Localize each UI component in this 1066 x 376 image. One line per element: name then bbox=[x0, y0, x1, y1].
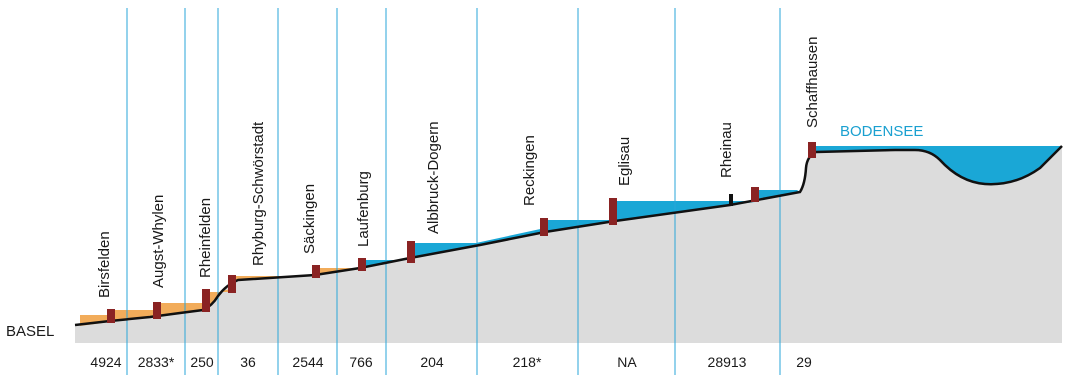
ground-area bbox=[75, 146, 1062, 343]
value-label: 29 bbox=[796, 354, 812, 370]
dam-saeckingen bbox=[312, 265, 320, 278]
dam-schaffhausen bbox=[808, 142, 816, 158]
blue-reservoir bbox=[612, 201, 730, 221]
station-label: Säckingen bbox=[301, 184, 318, 254]
dams bbox=[107, 142, 816, 323]
station-label: Reckingen bbox=[521, 135, 538, 206]
value-label: NA bbox=[617, 354, 637, 370]
station-label: Laufenburg bbox=[355, 171, 372, 247]
value-label: 28913 bbox=[708, 354, 747, 370]
station-labels: Birsfelden Augst-Whylen Rheinfelden Rhyb… bbox=[96, 37, 821, 298]
dam-rheinau-small bbox=[729, 194, 733, 206]
station-label: Eglisau bbox=[616, 137, 633, 186]
station-label: Rheinau bbox=[718, 122, 735, 178]
value-label: 4924 bbox=[90, 354, 121, 370]
station-label: Albbruck-Dogern bbox=[425, 121, 442, 234]
value-label: 250 bbox=[190, 354, 214, 370]
basel-label: BASEL bbox=[6, 323, 54, 340]
value-label: 766 bbox=[349, 354, 373, 370]
value-label: 204 bbox=[420, 354, 444, 370]
section-dividers bbox=[126, 8, 781, 375]
dam-rheinau bbox=[751, 187, 759, 202]
dam-laufenburg bbox=[358, 258, 366, 271]
dam-rhyburg-schwoerstadt bbox=[228, 275, 236, 293]
bodensee-label: BODENSEE bbox=[840, 123, 923, 140]
station-label: Rheinfelden bbox=[197, 198, 214, 278]
station-label: Birsfelden bbox=[96, 231, 113, 298]
dam-eglisau bbox=[609, 198, 617, 225]
dam-reckingen bbox=[540, 218, 548, 236]
dam-augst-whylen bbox=[153, 302, 161, 319]
station-label: Augst-Whylen bbox=[150, 195, 167, 288]
value-label: 218* bbox=[513, 354, 542, 370]
dam-rheinfelden bbox=[202, 289, 210, 312]
dam-albbruck-dogern bbox=[407, 241, 415, 263]
blue-reservoir bbox=[755, 190, 800, 199]
value-label: 2833* bbox=[138, 354, 175, 370]
bodensee-lake bbox=[813, 146, 1062, 185]
value-labels: 4924 2833* 250 36 2544 766 204 218* NA 2… bbox=[90, 354, 812, 370]
station-label: Rhyburg-Schwörstadt bbox=[250, 121, 267, 266]
value-label: 36 bbox=[240, 354, 256, 370]
station-label: Schaffhausen bbox=[804, 37, 821, 128]
riverbed-profile bbox=[74, 145, 1063, 327]
value-label: 2544 bbox=[292, 354, 323, 370]
orange-reservoir bbox=[232, 275, 316, 283]
dam-birsfelden bbox=[107, 309, 115, 323]
